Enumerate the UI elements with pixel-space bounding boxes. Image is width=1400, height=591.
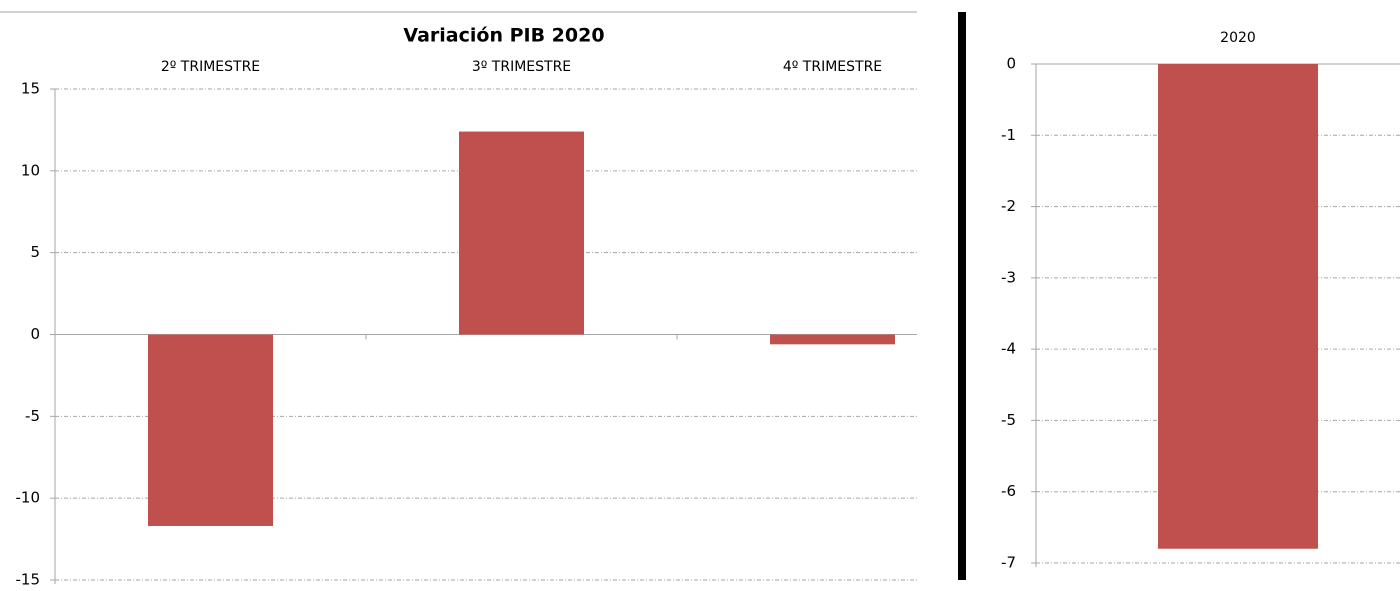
y-tick-label: 0 [1006, 55, 1016, 73]
category-label: 3º TRIMESTRE [472, 59, 571, 75]
y-tick-label: 0 [30, 325, 40, 343]
divider [958, 12, 966, 580]
y-tick-label: 15 [21, 80, 40, 98]
y-tick-label: -6 [1001, 482, 1016, 500]
y-tick-label: -2 [1001, 197, 1016, 215]
y-tick-label: -3 [1001, 268, 1016, 286]
y-tick-label: 5 [30, 243, 40, 261]
category-label: 2020 [1220, 30, 1256, 46]
category-label: 2º TRIMESTRE [161, 59, 260, 75]
y-tick-label: -5 [1001, 411, 1016, 429]
bar [770, 334, 895, 345]
y-tick-label: -1 [1001, 126, 1016, 144]
y-tick-label: -15 [16, 571, 41, 589]
bar [148, 334, 273, 526]
y-tick-label: -5 [25, 407, 40, 425]
category-label: 4º TRIMESTRE [783, 59, 882, 75]
y-tick-label: -7 [1001, 554, 1016, 572]
y-tick-label: -10 [16, 489, 41, 507]
y-tick-label: 10 [21, 161, 40, 179]
bar [1158, 64, 1318, 549]
bar [459, 131, 584, 335]
y-tick-label: -4 [1001, 340, 1016, 358]
chart-title: Variación PIB 2020 [403, 25, 604, 47]
